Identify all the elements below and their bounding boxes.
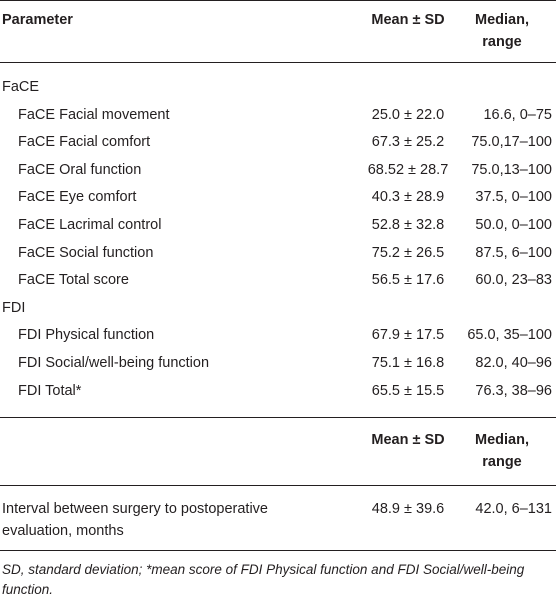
row-label: FDI Social/well-being function [18,355,210,371]
mean-cell: 67.9 ± 17.5 [371,327,445,344]
mean-cell: 67.3 ± 25.2 [371,134,445,151]
median-cell: 60.0, 23–83 [475,272,552,289]
row-label: FaCE Facial comfort [18,134,151,151]
median-cell: 76.3, 38–96 [475,382,552,399]
header-cell: Mean ± SD [371,432,445,448]
mean-cell: 65.5 ± 15.5 [371,382,445,399]
mean-cell: 75.1 ± 16.8 [371,355,445,371]
median-cell: 87.5, 6–100 [475,244,552,261]
mean-cell: 52.8 ± 32.8 [371,217,445,233]
row-label: FDI Physical function [18,327,155,344]
mean-cell: 75.2 ± 26.5 [371,244,445,261]
row-label: FaCE Eye comfort [18,189,137,206]
section-label: FDI [2,299,26,316]
mean-cell: 48.9 ± 39.6 [371,501,445,517]
median-cell: 16.6, 0–75 [483,106,552,123]
header-cell: Median, range [475,12,529,50]
median-cell: 75.0,17–100 [471,134,552,151]
section-label: FaCE [2,79,40,95]
median-cell: 75.0,13–100 [471,161,552,178]
section-rule [0,417,556,418]
header-rule [0,62,556,63]
row-label: FaCE Social function [18,244,154,261]
mean-cell: 68.52 ± 28.7 [367,161,449,178]
top-rule [0,0,556,1]
median-cell: 42.0, 6–131 [475,501,552,517]
median-cell: 65.0, 35–100 [467,327,552,344]
mean-cell: 40.3 ± 28.9 [371,189,445,206]
row-label: FaCE Facial movement [18,106,170,123]
header-cell: Mean ± SD [371,12,445,28]
median-cell: 37.5, 0–100 [475,189,552,206]
row-label: FaCE Oral function [18,161,142,178]
row-label: Interval between surgery to postoperativ… [2,501,268,539]
row-label: FDI Total* [18,382,82,399]
mean-cell: 56.5 ± 17.6 [371,272,445,289]
row-label: FaCE Total score [18,272,129,289]
header-rule [0,485,556,486]
header-cell: Median, range [475,432,529,470]
median-cell: 82.0, 40–96 [475,355,552,371]
mean-cell: 25.0 ± 22.0 [371,106,445,123]
row-label: FaCE Lacrimal control [18,217,162,233]
bottom-rule [0,550,556,551]
header-cell: Parameter [2,12,73,28]
footnote: SD, standard deviation; *mean score of F… [2,562,525,597]
median-cell: 50.0, 0–100 [475,217,552,233]
